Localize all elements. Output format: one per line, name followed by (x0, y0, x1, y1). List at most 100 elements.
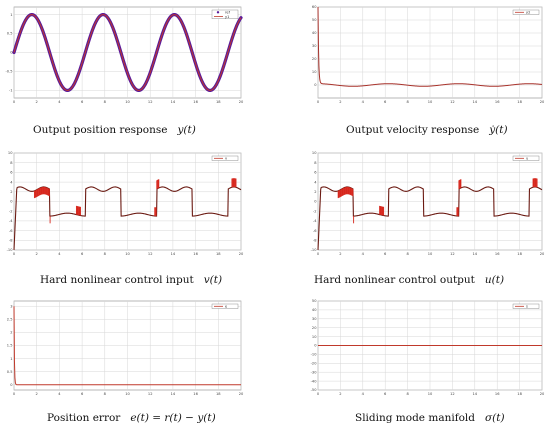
velocity-series-y2 (317, 6, 543, 87)
velocity-x-tick-7: 14 (473, 100, 478, 104)
caption-position: Output position response y(t) (33, 124, 196, 136)
position-x-tick-9: 18 (216, 100, 221, 104)
caption-control-output-symbol: u(t) (484, 274, 505, 286)
sliding-manifold-y-tick-5: 0 (314, 344, 317, 348)
position-x-tick-6: 12 (148, 100, 153, 104)
control-input-y-tick-3: -4 (9, 219, 13, 223)
sliding-manifold-x-tick-0: 0 (317, 392, 320, 396)
position-x-tick-2: 4 (58, 100, 61, 104)
chart-position: 0 2 4 6 8 10 12 14 16 18 20 -1 -0.5 0 0.5 1 ref y1 (5, 4, 244, 106)
velocity-x-tick-6: 12 (450, 100, 455, 104)
control-output-x-tick-2: 4 (362, 252, 365, 256)
control-output-x-tick-5: 10 (428, 252, 433, 256)
velocity-x-tick-5: 10 (428, 100, 433, 104)
control-output-x-tick-0: 0 (317, 252, 320, 256)
velocity-y-tick-4: 40 (312, 31, 317, 35)
caption-sliding-manifold: Sliding mode manifold σ(t) (355, 412, 505, 424)
velocity-y-tick-5: 50 (312, 18, 317, 22)
sliding-manifold-x-tick-7: 14 (473, 392, 478, 396)
control-output-y-tick-0: -10 (311, 248, 318, 252)
control-output-x-tick-9: 18 (517, 252, 522, 256)
control-input-x-tick-4: 8 (104, 252, 107, 256)
caption-control-input-symbol: v(t) (203, 274, 223, 286)
sliding-manifold-y-tick-6: 10 (312, 335, 317, 339)
position-error-x-tick-9: 18 (216, 392, 221, 396)
control-output-y-tick-5: 0 (314, 200, 317, 204)
control-input-x-tick-3: 6 (81, 252, 84, 256)
caption-sliding-manifold-text: Sliding mode manifold (355, 412, 475, 424)
control-output-y-tick-2: -6 (313, 229, 317, 233)
velocity-y-tick-0: 0 (314, 83, 317, 87)
chart-velocity-plot: 0 2 4 6 8 10 12 14 16 18 20 0 10 20 30 40 50 60 y2 (312, 5, 545, 104)
position-x-tick-8: 16 (193, 100, 198, 104)
control-input-y-tick-1: -8 (9, 239, 13, 243)
control-output-x-tick-7: 14 (473, 252, 478, 256)
position-error-x-tick-5: 10 (125, 392, 130, 396)
position-x-tick-10: 20 (239, 100, 244, 104)
sliding-manifold-x-tick-1: 2 (339, 392, 341, 396)
position-error-y-tick-6: 3 (10, 304, 12, 308)
control-output-y-tick-8: 6 (314, 171, 317, 175)
chart-position-error: 0 2 4 6 8 10 12 14 16 18 20 0 0.5 1 1.5 2 2.5 3 e (6, 298, 244, 398)
caption-position-error: Position error e(t) = r(t) − y(t) (47, 412, 216, 424)
control-input-x-tick-2: 4 (58, 252, 61, 256)
control-output-x-tick-3: 6 (384, 252, 387, 256)
caption-control-output-text: Hard nonlinear control output (314, 274, 475, 286)
control-input-y-tick-7: 4 (10, 180, 13, 184)
position-error-x-tick-2: 4 (58, 392, 61, 396)
control-output-y-tick-10: 10 (312, 151, 317, 155)
control-input-x-tick-9: 18 (216, 252, 221, 256)
sliding-manifold-legend (512, 303, 540, 309)
control-output-x-tick-10: 20 (540, 252, 545, 256)
control-input-x-tick-7: 14 (171, 252, 176, 256)
control-output-y-tick-7: 4 (314, 180, 317, 184)
caption-control-output: Hard nonlinear control output u(t) (314, 274, 504, 286)
position-error-x-tick-1: 2 (36, 392, 38, 396)
sliding-manifold-y-tick-7: 20 (312, 326, 317, 330)
sliding-manifold-y-tick-1: -40 (311, 379, 318, 383)
control-output-x-tick-4: 8 (406, 252, 409, 256)
chart-control-output: 0 2 4 6 8 10 12 14 16 18 20 -10 -8 -6 -4 -2 0 2 4 6 8 10 u (310, 150, 545, 258)
control-output-x-tick-6: 12 (450, 252, 455, 256)
control-output-y-tick-4: -2 (313, 209, 317, 213)
position-x-tick-1: 2 (36, 100, 38, 104)
sliding-manifold-y-tick-0: -50 (311, 388, 318, 392)
control-input-x-tick-1: 2 (36, 252, 38, 256)
position-error-y-tick-3: 1.5 (7, 344, 13, 348)
velocity-x-tick-8: 16 (495, 100, 500, 104)
position-error-x-tick-10: 20 (239, 392, 244, 396)
caption-velocity: Output velocity response ẏ(t) (346, 124, 508, 136)
velocity-x-tick-10: 20 (540, 100, 545, 104)
caption-position-text: Output position response (33, 124, 168, 136)
chart-control-input-plot: 0 2 4 6 8 10 12 14 16 18 20 -10 -8 -6 -4 -2 0 2 4 6 8 10 v (7, 151, 244, 256)
sliding-manifold-y-tick-9: 40 (312, 308, 317, 312)
velocity-legend (512, 9, 540, 15)
velocity-x-tick-2: 4 (362, 100, 365, 104)
caption-position-symbol: y(t) (177, 124, 196, 136)
sliding-manifold-y-tick-3: -20 (311, 362, 318, 366)
sliding-manifold-x-tick-9: 18 (517, 392, 522, 396)
caption-control-input-text: Hard nonlinear control input (40, 274, 194, 286)
position-x-tick-0: 0 (13, 100, 16, 104)
position-legend (211, 9, 239, 19)
control-input-x-tick-0: 0 (13, 252, 16, 256)
control-output-x-tick-1: 2 (339, 252, 341, 256)
velocity-legend-label-0: y2 (526, 11, 530, 15)
position-error-y-tick-1: 0.5 (7, 370, 13, 374)
control-output-y-tick-3: -4 (313, 219, 317, 223)
control-input-x-tick-5: 10 (125, 252, 130, 256)
sliding-manifold-x-tick-5: 10 (428, 392, 433, 396)
sliding-manifold-x-tick-3: 6 (384, 392, 387, 396)
control-output-y-tick-1: -8 (313, 239, 317, 243)
velocity-x-tick-3: 6 (384, 100, 387, 104)
position-error-x-tick-3: 6 (81, 392, 84, 396)
position-error-x-tick-4: 8 (104, 392, 107, 396)
position-error-legend (211, 303, 239, 309)
chart-position-error-plot: 0 2 4 6 8 10 12 14 16 18 20 0 0.5 1 1.5 2 2.5 3 e (7, 300, 244, 396)
chart-sliding-manifold: 0 2 4 6 8 10 12 14 16 18 20 -50 -40 -30 -20 -10 0 10 20 30 4… (310, 298, 545, 398)
position-error-series-e (13, 306, 241, 386)
position-y-tick-4: 1 (10, 13, 12, 17)
control-output-series-u (317, 186, 543, 251)
caption-velocity-text: Output velocity response (346, 124, 480, 136)
sliding-manifold-x-tick-2: 4 (362, 392, 365, 396)
